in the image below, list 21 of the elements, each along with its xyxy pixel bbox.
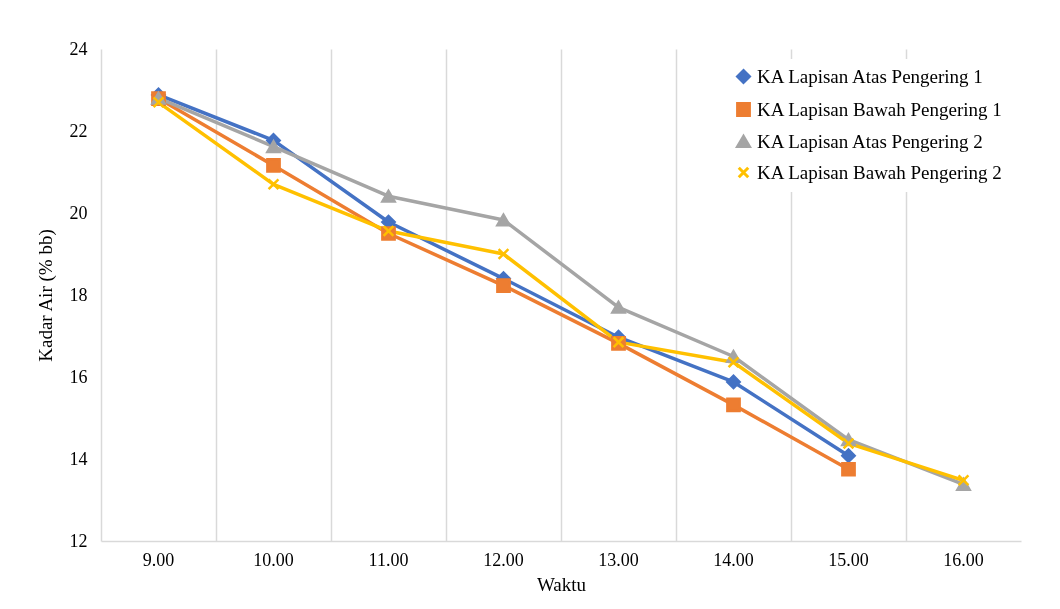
y-tick-label: 22 xyxy=(69,120,88,141)
x-tick-label: 16.00 xyxy=(943,549,984,570)
legend-label: KA Lapisan Atas Pengering 2 xyxy=(757,130,983,152)
x-tick-label: 11.00 xyxy=(368,549,409,570)
x-tick-label: 12.00 xyxy=(483,549,524,570)
y-tick-label: 12 xyxy=(69,530,88,551)
legend-label: KA Lapisan Bawah Pengering 2 xyxy=(757,161,1002,183)
legend-label: KA Lapisan Atas Pengering 1 xyxy=(757,65,983,87)
x-tick-label: 14.00 xyxy=(713,549,754,570)
x-tick-label: 10.00 xyxy=(253,549,294,570)
y-tick-label: 20 xyxy=(69,202,88,223)
y-tick-label: 16 xyxy=(69,366,88,387)
x-tick-label: 15.00 xyxy=(828,549,869,570)
y-tick-label: 14 xyxy=(69,448,88,469)
y-axis-title: Kadar Air (% bb) xyxy=(34,229,57,362)
x-tick-label: 13.00 xyxy=(598,549,639,570)
y-tick-label: 18 xyxy=(69,284,88,305)
legend-label: KA Lapisan Bawah Pengering 1 xyxy=(757,98,1002,120)
y-tick-label: 24 xyxy=(69,38,88,59)
x-axis-title: Waktu xyxy=(536,573,587,595)
x-tick-label: 9.00 xyxy=(142,549,175,570)
